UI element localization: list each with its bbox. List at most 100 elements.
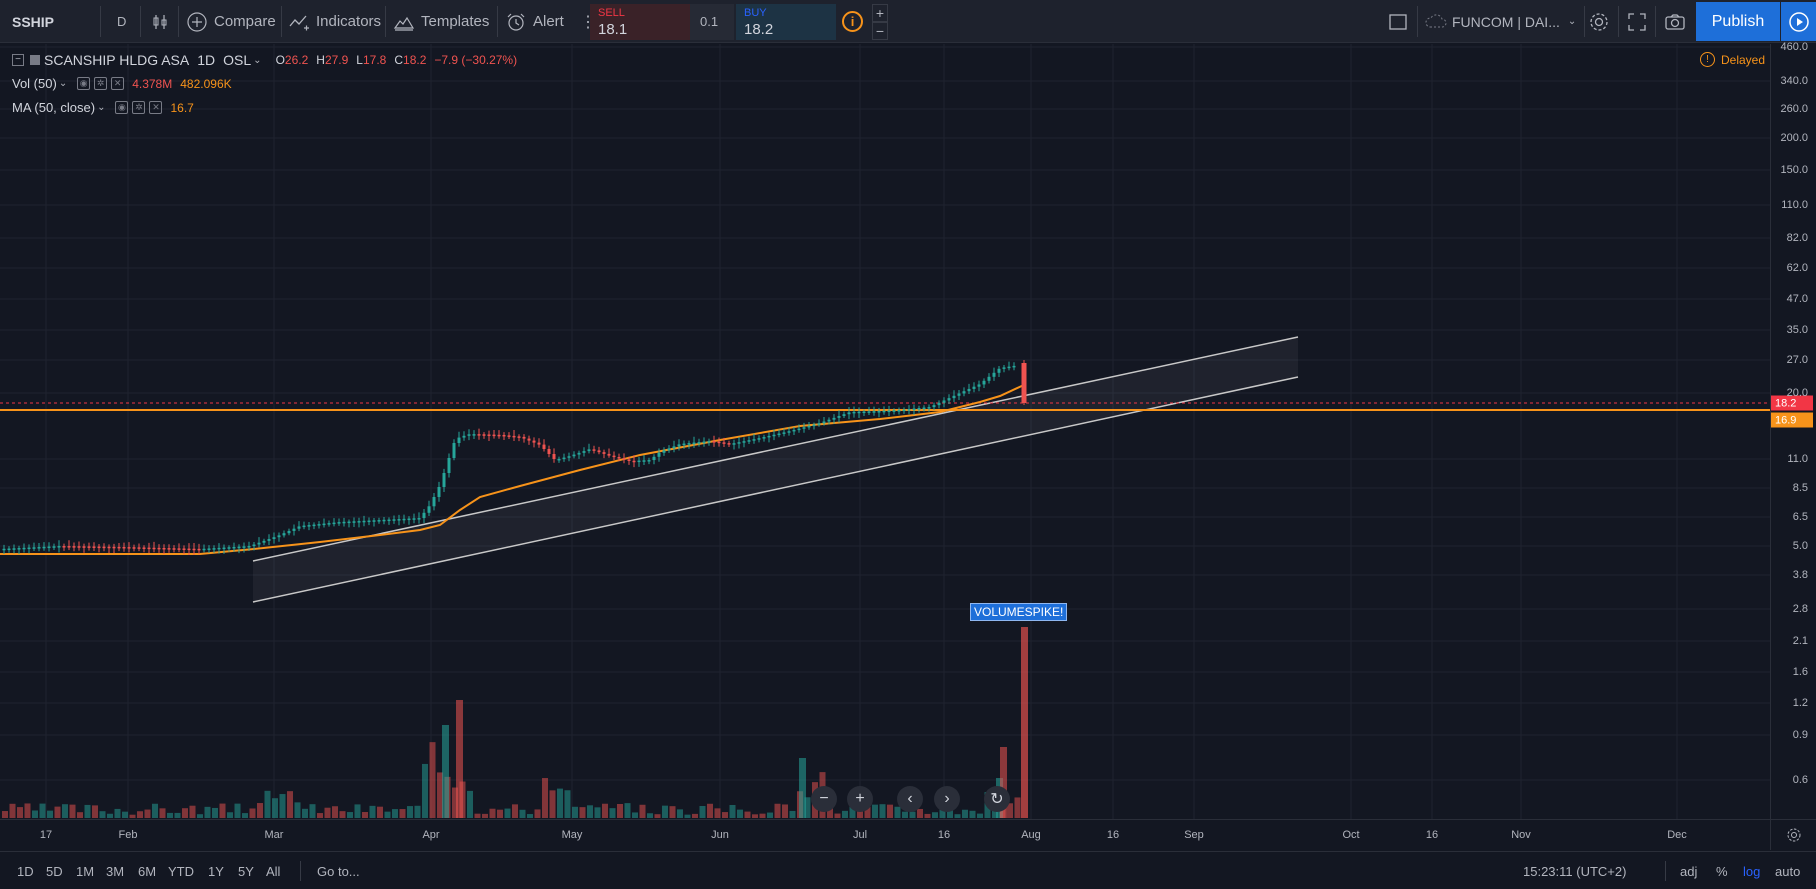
candle-body: [697, 442, 701, 444]
legend-symbol-name[interactable]: SCANSHIP HLDG ASA: [44, 52, 190, 68]
candle-body: [912, 408, 916, 411]
close-icon[interactable]: ✕: [111, 77, 125, 90]
buy-button[interactable]: BUY 18.2: [736, 4, 836, 40]
range-button-1m[interactable]: 1M: [76, 863, 95, 879]
indicators-button[interactable]: Indicators: [288, 0, 381, 43]
time-axis[interactable]: 17 Feb Mar Apr May Jun Jul 16 Aug 16 Sep Oct 16 Nov De…: [0, 819, 1770, 850]
zoom-out-button[interactable]: −: [811, 786, 837, 812]
range-button-6m[interactable]: 6M: [138, 863, 157, 879]
sell-button[interactable]: SELL 18.1: [590, 4, 690, 40]
publish-button[interactable]: Publish: [1696, 2, 1780, 41]
volume-indicator-name[interactable]: Vol (50): [12, 76, 57, 91]
layout-menu[interactable]: FUNCOM | DAI... ⌄: [1424, 0, 1576, 43]
candle-body: [347, 521, 351, 524]
settings-button[interactable]: [1588, 0, 1610, 43]
interval-button[interactable]: D: [117, 14, 127, 29]
log-toggle[interactable]: log: [1743, 863, 1761, 879]
percent-toggle[interactable]: %: [1716, 863, 1728, 879]
ma-indicator-name[interactable]: MA (50, close): [12, 100, 96, 115]
candle-body: [777, 433, 781, 436]
collapse-icon[interactable]: −: [12, 54, 24, 66]
alert-button[interactable]: Alert: [505, 0, 564, 43]
templates-button[interactable]: Templates: [393, 0, 489, 43]
candle-body: [332, 522, 336, 525]
candle-body: [717, 441, 721, 444]
toolbar-divider: [1655, 6, 1656, 37]
moving-average-line: [0, 383, 1027, 555]
info-icon[interactable]: i: [842, 11, 863, 32]
legend-interval: 1D: [197, 52, 216, 68]
volume-bar: [32, 810, 38, 818]
range-button-5d[interactable]: 5D: [46, 863, 63, 879]
candle-body: [767, 435, 771, 438]
reset-chart-button[interactable]: ↻: [984, 786, 1010, 812]
volume-bar: [249, 808, 256, 818]
chevron-down-icon[interactable]: ⌄: [253, 54, 262, 66]
chevron-down-icon[interactable]: ⌄: [97, 102, 106, 113]
layout-toggle[interactable]: [1388, 0, 1408, 43]
plus-icon: +: [855, 790, 865, 807]
price-chart[interactable]: [0, 44, 1770, 819]
range-button-3m[interactable]: 3M: [106, 863, 125, 879]
candle-body: [87, 546, 91, 548]
range-button-all[interactable]: All: [266, 863, 281, 879]
chart-type-button[interactable]: [150, 0, 170, 43]
candle-body: [577, 452, 581, 455]
range-button-ytd[interactable]: YTD: [168, 863, 194, 879]
range-button-1y[interactable]: 1Y: [208, 863, 224, 879]
chevron-down-icon: ⌄: [1567, 16, 1577, 27]
replay-button[interactable]: [1781, 2, 1816, 41]
zoom-in-button[interactable]: +: [847, 786, 873, 812]
fullscreen-button[interactable]: [1627, 0, 1647, 43]
volume-bar: [197, 814, 203, 818]
volume-bar: [969, 810, 976, 818]
candle-body: [552, 454, 556, 459]
minus-button[interactable]: −: [872, 22, 888, 40]
volume-bar: [377, 806, 383, 818]
candle-body: [502, 434, 506, 437]
range-button-5y[interactable]: 5Y: [238, 863, 254, 879]
candle-body: [77, 546, 81, 548]
low-value: 17.8: [362, 53, 387, 67]
toolbar-divider: [385, 6, 386, 37]
auto-toggle[interactable]: auto: [1775, 863, 1801, 879]
compare-button[interactable]: Compare: [186, 0, 276, 43]
volume-bar: [54, 806, 61, 818]
candle-body: [567, 456, 571, 458]
candle-body: [1002, 367, 1006, 369]
plus-button[interactable]: +: [872, 4, 888, 22]
candle-body: [617, 457, 621, 459]
close-icon[interactable]: ✕: [149, 101, 163, 114]
symbol-search[interactable]: SSHIP: [12, 13, 55, 30]
price-axis[interactable]: 18.2 16.9 460.0 340.0 260.0 200.0 150.0 110.0…: [1770, 41, 1816, 819]
candle-body: [752, 439, 756, 441]
chevron-down-icon[interactable]: ⌄: [58, 78, 68, 89]
gear-icon[interactable]: ✲: [94, 77, 108, 90]
candle-body: [877, 411, 881, 413]
volume-bar: [714, 808, 721, 818]
candle-body: [622, 458, 626, 460]
candle-body: [262, 540, 266, 543]
delayed-badge[interactable]: ! Delayed: [1700, 52, 1765, 67]
snapshot-button[interactable]: [1664, 0, 1686, 43]
goto-button[interactable]: Go to...: [317, 863, 360, 879]
volume-bar: [594, 807, 601, 818]
adj-toggle[interactable]: adj: [1680, 863, 1698, 879]
price-axis-label: 35.0: [1786, 324, 1808, 336]
gear-icon[interactable]: ✲: [132, 101, 146, 114]
scroll-right-button[interactable]: ›: [934, 786, 960, 812]
axis-settings-button[interactable]: [1770, 819, 1816, 850]
volume-bar: [144, 809, 151, 818]
volume-bar: [542, 778, 548, 818]
eye-icon[interactable]: ◉: [77, 77, 91, 90]
candle-body: [277, 535, 281, 538]
range-button-1d[interactable]: 1D: [17, 863, 34, 879]
candle-body: [992, 372, 996, 377]
volume-spike-annotation[interactable]: VOLUMESPIKE!: [970, 603, 1068, 621]
eye-icon[interactable]: ◉: [115, 101, 129, 114]
scroll-left-button[interactable]: ‹: [897, 786, 923, 812]
candle-body: [247, 546, 251, 548]
sell-price: 18.1: [598, 21, 628, 38]
candle-body: [782, 432, 786, 434]
clock[interactable]: 15:23:11 (UTC+2): [1523, 863, 1627, 879]
